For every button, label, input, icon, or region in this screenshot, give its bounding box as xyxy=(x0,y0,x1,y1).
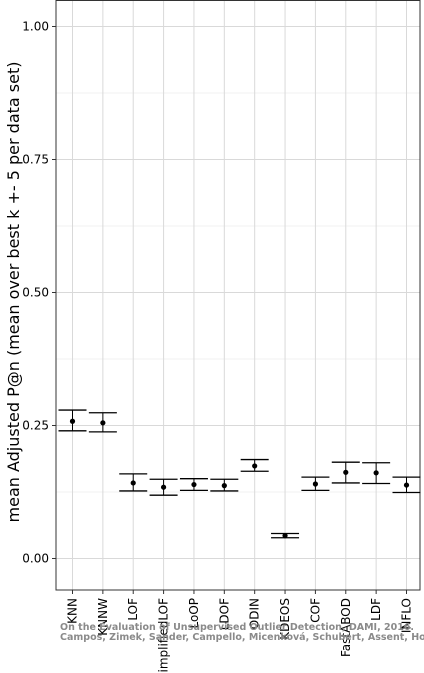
y-axis-title: mean Adjusted P@n (mean over best k +- 5… xyxy=(4,62,23,523)
x-tick-label: LDOF xyxy=(217,598,231,630)
error-bars xyxy=(58,409,421,539)
x-tick-labels: KNN KNNW LOF SimplifiedLOF LoOP LDOF ODIN KDEOS… xyxy=(66,598,414,673)
mean-point xyxy=(130,480,136,486)
mean-points xyxy=(69,418,410,539)
mean-point xyxy=(252,463,258,469)
mean-point xyxy=(100,420,106,426)
mean-point xyxy=(343,469,349,475)
mean-point xyxy=(160,484,167,490)
plot-panel xyxy=(56,0,420,590)
x-tick-label: LoOP xyxy=(187,598,201,629)
panel-border xyxy=(55,0,421,591)
y-tick-label: 0.50 xyxy=(22,286,49,300)
watermark-line-1: On the Evaluation of Unsupervised Outlie… xyxy=(60,622,414,633)
y-tick-label: 0.75 xyxy=(22,153,49,167)
x-tick-label: ODIN xyxy=(248,598,262,629)
y-tick-label: 0.00 xyxy=(22,552,49,566)
x-tick-label: KNNW xyxy=(96,598,110,636)
y-tick-label: 1.00 xyxy=(22,20,49,34)
x-tick-label: KNN xyxy=(66,598,80,624)
mean-point xyxy=(282,533,288,539)
x-tick-label: COF xyxy=(308,598,322,623)
watermark-line-2: Campos, Zimek, Sander, Campello, Micenko… xyxy=(60,632,424,643)
mean-point xyxy=(69,418,76,424)
x-tick-label: FastABOD xyxy=(339,598,353,657)
mean-point xyxy=(312,481,319,487)
x-tick-label: KDEOS xyxy=(278,598,292,640)
mean-point xyxy=(373,470,379,476)
axes xyxy=(52,0,421,594)
y-tick-labels: 0.00 0.25 0.50 0.75 1.00 xyxy=(22,20,49,566)
x-tick-label: LDF xyxy=(369,598,383,621)
x-tick-label: LOF xyxy=(126,598,140,621)
mean-point xyxy=(221,483,227,489)
mean-point xyxy=(191,481,197,488)
mean-point xyxy=(403,482,410,488)
x-tick-label: SimplifiedLOF xyxy=(157,598,171,673)
x-tick-label: INFLO xyxy=(400,598,414,633)
y-tick-label: 0.25 xyxy=(22,419,49,433)
